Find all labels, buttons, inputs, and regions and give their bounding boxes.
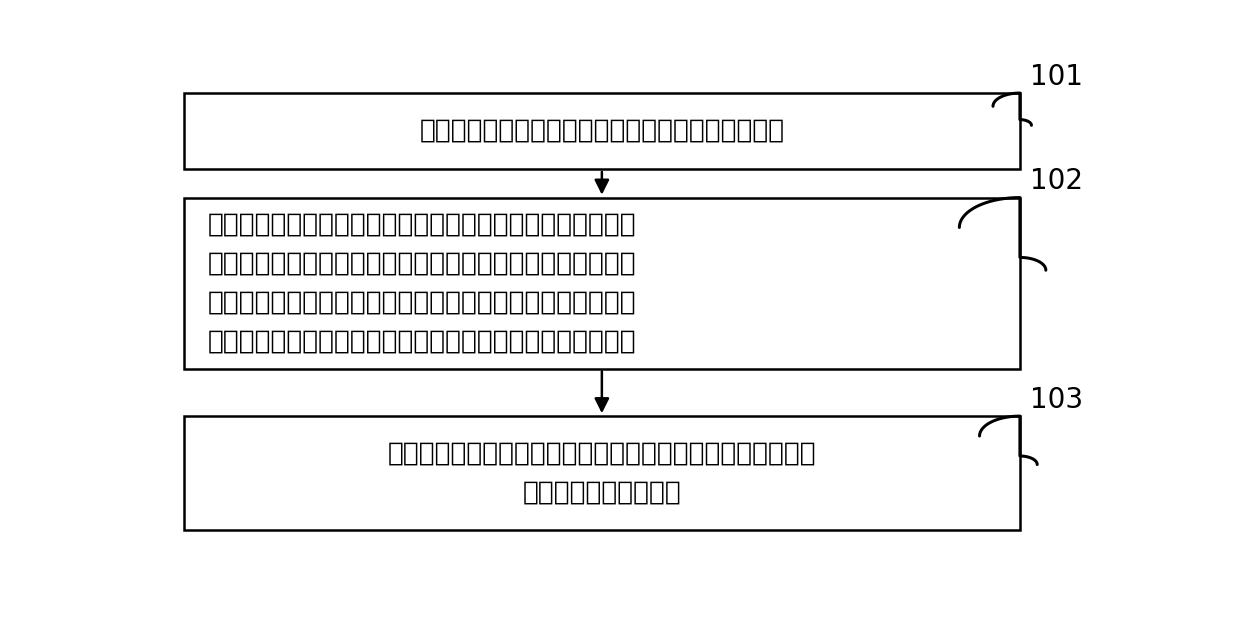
Bar <box>184 416 1021 530</box>
Text: 确定能源系统中至少三个节点的连接关系及归属关系: 确定能源系统中至少三个节点的连接关系及归属关系 <box>419 118 785 144</box>
Bar <box>184 93 1021 169</box>
Text: 根据所述归属关系，形成各个所述节点分别对应的第一节点图
像区域，并将所述至少三个节点中的第一节点对应的所述第一
节点图像区域置入所述至少三个节点中的第二节点对应: 根据所述归属关系，形成各个所述节点分别对应的第一节点图 像区域，并将所述至少三个… <box>208 212 636 355</box>
Bar <box>184 197 1021 368</box>
Text: 103: 103 <box>1029 386 1083 414</box>
Text: 102: 102 <box>1029 167 1083 195</box>
Text: 根据所述连接关系，利用连接线连接各个所述节点分别对应的
所述第一节点图像区域: 根据所述连接关系，利用连接线连接各个所述节点分别对应的 所述第一节点图像区域 <box>388 441 816 505</box>
Text: 101: 101 <box>1029 63 1083 91</box>
